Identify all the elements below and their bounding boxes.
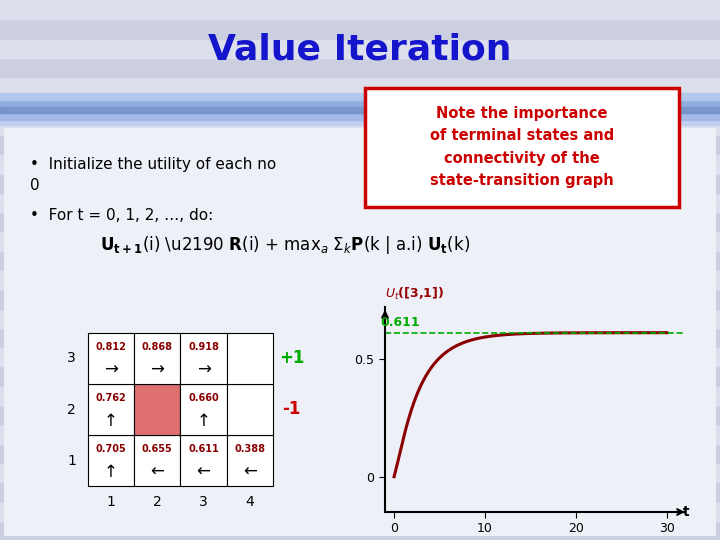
Text: 0.812: 0.812: [96, 342, 127, 352]
Text: ←: ←: [197, 463, 210, 481]
Text: ↑: ↑: [197, 412, 210, 430]
Text: →: →: [150, 361, 164, 379]
Text: ←: ←: [243, 463, 257, 481]
Text: →: →: [197, 361, 210, 379]
Text: -1: -1: [282, 401, 301, 418]
Text: 0.918: 0.918: [188, 342, 219, 352]
Text: •  For t = 0, 1, 2, …, do:: • For t = 0, 1, 2, …, do:: [30, 207, 213, 222]
Bar: [88, 435, 134, 487]
Text: 3: 3: [199, 495, 208, 509]
Bar: [227, 333, 273, 384]
Text: 2: 2: [153, 495, 161, 509]
Bar: [88, 384, 134, 435]
Text: 0.762: 0.762: [96, 393, 126, 403]
FancyBboxPatch shape: [365, 88, 679, 207]
Text: Note the importance
of terminal states and
connectivity of the
state-transition : Note the importance of terminal states a…: [430, 106, 614, 188]
Text: ↑: ↑: [104, 463, 118, 481]
Text: 0.611: 0.611: [188, 444, 219, 455]
Bar: [134, 435, 181, 487]
Text: t: t: [683, 505, 690, 519]
Text: $U_t$([3,1]): $U_t$([3,1]): [385, 286, 444, 302]
Bar: [88, 333, 134, 384]
Text: 0.868: 0.868: [142, 342, 173, 352]
Text: •  Initialize the utility of each no: • Initialize the utility of each no: [30, 158, 276, 172]
FancyBboxPatch shape: [4, 128, 716, 536]
Text: $\mathbf{U_{t+1}}$(i) \u2190 $\mathbf{R}$(i) + max$_a$ $\Sigma_k$$\mathbf{P}$(k : $\mathbf{U_{t+1}}$(i) \u2190 $\mathbf{R}…: [100, 234, 470, 256]
Text: 0.388: 0.388: [234, 444, 265, 455]
Text: 2: 2: [67, 402, 76, 416]
Bar: [227, 384, 273, 435]
Text: 0: 0: [30, 178, 40, 192]
Text: 0.655: 0.655: [142, 444, 173, 455]
Text: 1: 1: [107, 495, 115, 509]
Bar: [134, 384, 181, 435]
Bar: [181, 333, 227, 384]
Text: 0.660: 0.660: [188, 393, 219, 403]
Text: Value Iteration: Value Iteration: [208, 33, 512, 67]
Bar: [134, 333, 181, 384]
Text: 3: 3: [67, 351, 76, 365]
Bar: [227, 435, 273, 487]
Text: ←: ←: [150, 463, 164, 481]
Text: 4: 4: [246, 495, 254, 509]
Text: +1: +1: [279, 349, 304, 367]
Bar: [181, 384, 227, 435]
Text: 0.705: 0.705: [96, 444, 126, 455]
Bar: [181, 435, 227, 487]
Text: 1: 1: [67, 454, 76, 468]
Text: 0.611: 0.611: [380, 316, 420, 329]
Text: (i) =: (i) =: [400, 158, 433, 172]
Text: ↑: ↑: [104, 412, 118, 430]
Text: →: →: [104, 361, 118, 379]
